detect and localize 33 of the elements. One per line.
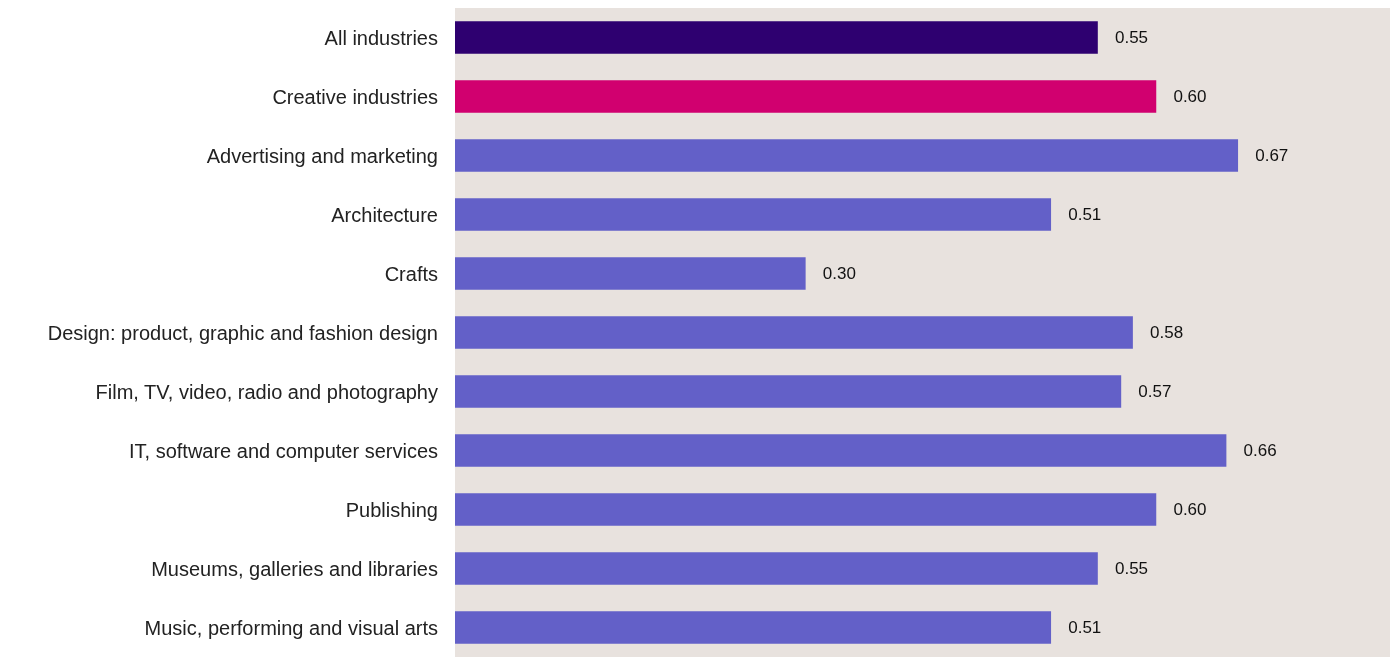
data-label: 0.55 — [1100, 28, 1149, 47]
data-label: 0.67 — [1241, 146, 1289, 166]
y-tick-label: Architecture — [331, 203, 438, 226]
y-tick-label: Film, TV, video, radio and photography — [95, 380, 438, 403]
y-tick-label: All industries — [324, 26, 438, 49]
bar — [455, 257, 806, 290]
bar — [455, 139, 1239, 172]
bar — [455, 21, 1098, 54]
data-label: 0.30 — [808, 264, 856, 284]
data-label: 0.51 — [1054, 205, 1102, 225]
y-tick-label: Advertising and marketing — [206, 144, 438, 167]
y-tick-label: IT, software and computer services — [128, 439, 438, 462]
bar — [455, 434, 1227, 467]
y-tick-label: Museums, galleries and libraries — [151, 557, 438, 580]
y-tick-label: Publishing — [345, 498, 438, 521]
bar — [455, 198, 1052, 231]
y-tick-label: Crafts — [384, 262, 438, 285]
data-label: 0.51 — [1054, 618, 1102, 638]
bar — [455, 316, 1133, 349]
y-tick-label: Music, performing and visual arts — [144, 616, 438, 639]
y-tick-label: Creative industries — [272, 85, 438, 108]
bar — [455, 552, 1098, 585]
data-label: 0.58 — [1135, 323, 1184, 342]
data-label: 0.66 — [1229, 441, 1277, 461]
data-label: 0.55 — [1100, 559, 1149, 579]
data-label: 0.57 — [1124, 382, 1172, 402]
bar — [455, 611, 1052, 644]
bar — [455, 375, 1122, 408]
data-label: 0.60 — [1159, 500, 1207, 520]
bar — [455, 80, 1157, 113]
y-tick-label: Design: product, graphic and fashion design — [47, 321, 438, 344]
bar — [455, 493, 1157, 526]
data-label: 0.60 — [1159, 87, 1207, 106]
